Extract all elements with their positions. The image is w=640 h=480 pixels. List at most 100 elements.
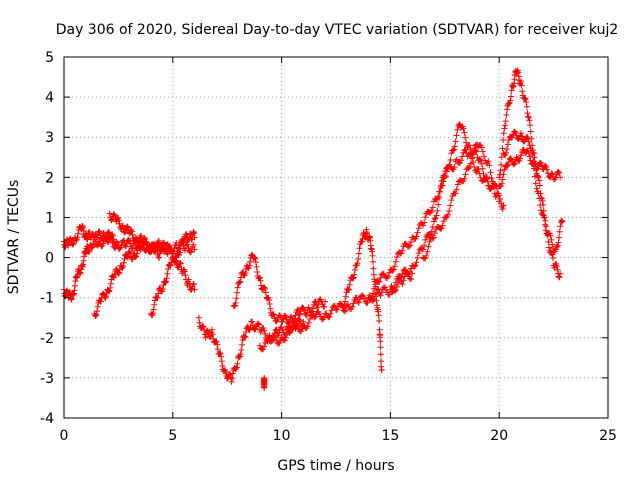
data-point	[344, 301, 351, 308]
data-point	[433, 196, 440, 203]
data-point	[213, 338, 220, 345]
data-point	[185, 276, 192, 283]
data-point	[70, 240, 77, 247]
data-point	[272, 327, 279, 334]
data-point	[115, 270, 122, 277]
data-point	[181, 268, 188, 275]
data-point	[414, 254, 421, 261]
data-point	[305, 304, 312, 311]
data-point	[505, 137, 512, 144]
plot-frame	[63, 56, 609, 419]
data-point	[524, 133, 531, 140]
data-point	[234, 284, 241, 291]
data-point	[190, 241, 197, 248]
data-point	[399, 281, 406, 288]
data-point	[255, 321, 262, 328]
data-point	[108, 217, 115, 224]
data-point	[555, 239, 562, 246]
data-point	[502, 122, 509, 129]
data-point	[89, 244, 96, 251]
data-point	[392, 279, 399, 286]
data-point	[477, 156, 484, 163]
data-point	[447, 202, 454, 209]
data-point	[219, 362, 226, 369]
data-point	[165, 266, 172, 273]
data-point	[497, 167, 504, 174]
data-point	[549, 251, 556, 258]
data-point	[196, 319, 203, 326]
data-point	[504, 146, 511, 153]
data-point	[341, 302, 348, 309]
data-point	[231, 303, 238, 310]
data-point	[355, 299, 362, 306]
data-point	[430, 234, 437, 241]
data-point	[525, 138, 532, 145]
x-tick-label: 0	[60, 428, 69, 444]
data-point	[103, 293, 110, 300]
data-point	[199, 323, 206, 330]
data-point	[465, 165, 472, 172]
data-point	[517, 152, 524, 159]
data-point	[507, 155, 514, 162]
data-point	[523, 99, 530, 106]
data-point	[462, 134, 469, 141]
data-point	[385, 273, 392, 280]
data-point	[392, 258, 399, 265]
data-point	[177, 260, 184, 267]
data-point	[106, 287, 113, 294]
data-point	[116, 220, 123, 227]
data-point	[218, 358, 225, 365]
data-point	[421, 219, 428, 226]
data-point	[316, 311, 323, 318]
data-point	[115, 217, 122, 224]
data-point	[256, 274, 263, 281]
data-point	[97, 298, 104, 305]
data-point	[453, 186, 460, 193]
data-point	[432, 229, 439, 236]
data-point	[369, 252, 376, 259]
data-point	[118, 241, 125, 248]
data-point	[529, 151, 536, 158]
data-point	[377, 338, 384, 345]
data-point	[93, 311, 100, 318]
data-point	[200, 323, 207, 330]
data-point	[378, 289, 385, 296]
data-point	[175, 264, 182, 271]
data-point	[180, 238, 187, 245]
data-point	[478, 160, 485, 167]
data-point	[459, 153, 466, 160]
data-point	[411, 263, 418, 270]
data-point	[296, 317, 303, 324]
series-arc-11	[365, 146, 492, 303]
data-point	[478, 144, 485, 151]
data-point	[136, 237, 143, 244]
data-point	[487, 169, 494, 176]
data-point	[256, 342, 263, 349]
data-point	[212, 338, 219, 345]
data-point	[124, 254, 131, 261]
data-point	[238, 341, 245, 348]
data-point	[182, 272, 189, 279]
data-point	[117, 244, 124, 251]
data-point	[432, 214, 439, 221]
data-point	[168, 259, 175, 266]
data-point	[353, 294, 360, 301]
data-point	[508, 87, 515, 94]
data-point	[355, 250, 362, 257]
data-point	[246, 262, 253, 269]
data-point	[349, 303, 356, 310]
data-point	[445, 211, 452, 218]
y-tick-label: 4	[45, 90, 54, 106]
data-point	[422, 214, 429, 221]
data-point	[103, 235, 110, 242]
data-point	[370, 265, 377, 272]
y-tick-label: -2	[40, 331, 54, 347]
data-point	[429, 204, 436, 211]
data-point	[159, 286, 166, 293]
data-point	[259, 346, 266, 353]
data-point	[528, 147, 535, 154]
data-point	[190, 281, 197, 288]
data-point	[545, 239, 552, 246]
series-arc-7	[230, 251, 329, 327]
data-point	[437, 188, 444, 195]
